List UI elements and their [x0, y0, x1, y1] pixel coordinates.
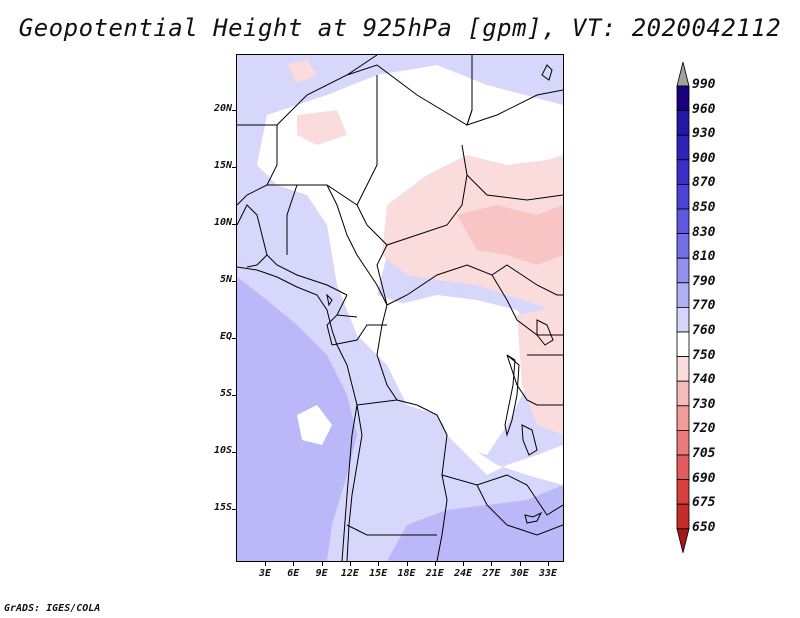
colorbar-level-label: 850 [692, 200, 716, 215]
lat-tick-label: 10S [213, 445, 232, 456]
colorbar-level-label: 730 [692, 396, 716, 412]
lat-tick-label: 5N [219, 274, 232, 285]
chart-title: Geopotential Height at 925hPa [gpm], VT:… [18, 14, 782, 42]
colorbar-level-label: 830 [692, 224, 716, 240]
colorbar-swatch [676, 208, 690, 235]
lon-tick-label: 30E [510, 568, 529, 579]
colorbar-level-label: 705 [692, 446, 716, 461]
lat-tick-label: 20N [213, 103, 232, 114]
lon-tick-mark [321, 562, 323, 566]
field-ocean-patch [297, 405, 332, 445]
map-canvas [237, 55, 563, 561]
lat-tick-mark [232, 110, 236, 111]
colorbar-swatch [676, 134, 690, 161]
lat-tick-label: 15S [213, 502, 232, 513]
colorbar-swatch [676, 479, 690, 505]
lon-tick-mark [349, 562, 351, 566]
colorbar-under-triangle [676, 528, 690, 553]
field-southern-low [387, 485, 563, 561]
lat-tick-label: EQ [219, 331, 232, 342]
lat-tick-mark [232, 395, 236, 396]
lon-tick-label: 9E [315, 568, 328, 579]
lon-tick-mark [463, 562, 465, 566]
colorbar-level-label: 720 [692, 421, 716, 437]
field-ocean [237, 277, 357, 561]
lakes [326, 64, 554, 524]
lon-tick-mark [434, 562, 436, 566]
lon-tick-label: 15E [369, 568, 388, 579]
lat-tick-mark [232, 167, 236, 168]
colorbar-swatch [676, 184, 690, 210]
colorbar-swatch [676, 503, 690, 530]
colorbar-swatch [676, 159, 690, 185]
lon-tick-label: 21E [425, 568, 444, 579]
map-panel [236, 54, 564, 562]
colorbar-swatch [676, 331, 690, 358]
colorbar-level-label: 790 [692, 273, 716, 289]
field-north-spot [287, 60, 317, 83]
credit-text: GrADS: IGES/COLA [4, 603, 101, 614]
colorbar-level-label: 930 [692, 126, 716, 142]
colorbar-swatch [676, 306, 690, 333]
colorbar-level-label: 960 [692, 101, 716, 117]
field-sahel-neutral [257, 65, 563, 485]
lat-tick-mark [232, 452, 236, 453]
lon-tick-mark [519, 562, 521, 566]
lon-tick-mark [406, 562, 408, 566]
lon-tick-label: 12E [340, 568, 359, 579]
colorbar-over-triangle [676, 62, 690, 87]
colorbar-level-label: 740 [692, 372, 716, 388]
lon-tick-mark [265, 562, 266, 566]
colorbar-level-label: 675 [692, 495, 716, 511]
colorbar-swatch [676, 85, 690, 112]
colorbar-swatch [676, 454, 690, 481]
colorbar-swatch [676, 257, 690, 284]
lon-tick-label: 33E [538, 568, 558, 579]
coastline [237, 266, 363, 561]
lon-tick-label: 6E [287, 568, 300, 579]
colorbar-level-label: 870 [692, 175, 716, 191]
lon-tick-label: 18E [397, 568, 416, 579]
lat-tick-label: 15N [213, 160, 232, 171]
lon-tick-mark [378, 562, 380, 566]
colorbar-level-label: 990 [692, 77, 716, 92]
colorbar-swatch [676, 233, 690, 259]
lon-tick-mark [548, 562, 549, 566]
colorbar-level-label: 900 [692, 150, 716, 166]
lon-tick-label: 24E [454, 568, 473, 579]
lon-tick-mark [491, 562, 493, 566]
colorbar-level-label: 650 [692, 519, 716, 535]
lon-tick-label: 3E [258, 568, 272, 579]
colorbar-swatch [676, 380, 690, 407]
lat-tick-mark [232, 281, 236, 282]
colorbar-swatch [676, 282, 690, 308]
colorbar [676, 62, 690, 553]
colorbar-swatch [676, 429, 690, 456]
field-east-high [457, 205, 563, 265]
field-north-spot-2 [297, 110, 347, 145]
lat-tick-label: 5S [219, 388, 232, 399]
lat-tick-mark [232, 338, 236, 339]
lon-tick-mark [293, 562, 295, 566]
lon-tick-label: 27E [482, 568, 501, 579]
colorbar-level-label: 810 [692, 249, 716, 265]
lat-tick-mark [232, 224, 236, 225]
lat-tick-mark [232, 509, 236, 510]
country-borders [237, 55, 563, 561]
colorbar-level-label: 770 [692, 298, 716, 314]
lat-tick-label: 10N [213, 217, 232, 228]
colorbar-swatch [676, 405, 690, 431]
field-central-neutral [397, 295, 537, 455]
colorbar-swatch [676, 356, 690, 382]
colorbar-level-label: 750 [692, 347, 716, 363]
colorbar-swatch [676, 110, 690, 136]
colorbar-level-label: 760 [692, 323, 716, 338]
field-lakes-high [517, 305, 563, 435]
colorbar-level-label: 690 [692, 470, 716, 486]
